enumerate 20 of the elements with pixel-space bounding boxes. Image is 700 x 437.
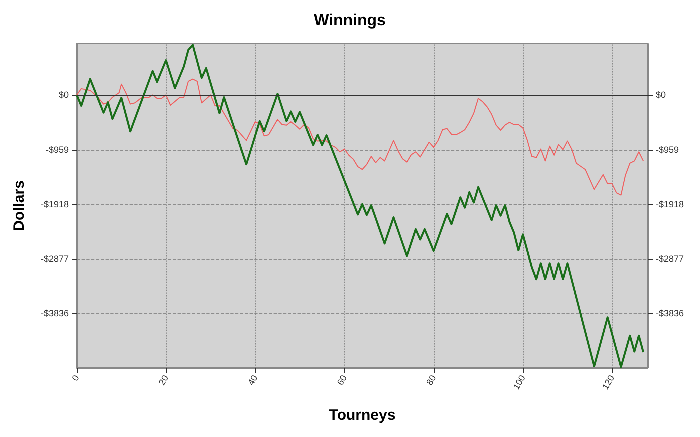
x-tick-label: 120 bbox=[600, 374, 617, 392]
y-tick-label: $0 bbox=[58, 90, 69, 100]
y2-tick-label: $0 bbox=[656, 90, 666, 100]
x-tick-label: 60 bbox=[335, 374, 349, 388]
y-tick-label: -$959 bbox=[46, 144, 69, 155]
x-axis-title: Tourneys bbox=[329, 407, 396, 424]
y-tick-label: -$2877 bbox=[40, 254, 69, 264]
x-tick-label: 100 bbox=[511, 374, 528, 392]
y-tick-label: -$3836 bbox=[40, 308, 69, 318]
x-tick-label: 40 bbox=[246, 374, 260, 388]
x-tick-label: 0 bbox=[70, 374, 82, 383]
y2-tick-label: -$1918 bbox=[656, 199, 684, 210]
y2-tick-label: -$3836 bbox=[656, 308, 684, 318]
chart-title: Winnings bbox=[314, 12, 386, 30]
y-tick-label: -$1918 bbox=[40, 199, 69, 210]
y-axis-title: Dollars bbox=[11, 180, 28, 232]
y2-tick-label: -$2877 bbox=[656, 254, 684, 264]
y2-tick-label: -$959 bbox=[656, 144, 680, 155]
x-tick-label: 20 bbox=[156, 374, 171, 388]
x-tick-label: 80 bbox=[424, 374, 438, 388]
